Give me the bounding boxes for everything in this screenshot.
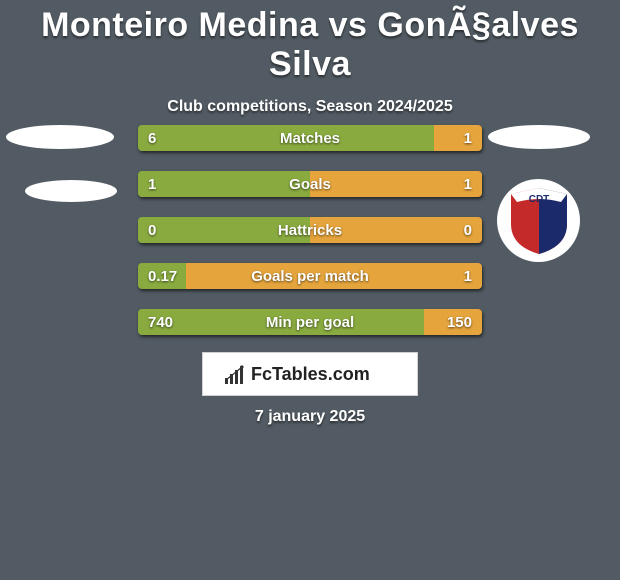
stat-right-value: 0 [464,217,472,243]
stat-right-seg [186,263,482,289]
stat-row: Goals11 [138,171,482,197]
club-crest: CDT [497,179,580,262]
stat-right-value: 1 [464,171,472,197]
fctables-logo: FcTables.com [225,360,395,388]
stat-left-seg [138,171,310,197]
stat-right-seg [434,125,482,151]
stat-right-value: 150 [447,309,472,335]
stat-left-seg [138,217,310,243]
svg-text:FcTables.com: FcTables.com [251,364,370,384]
stat-row: Goals per match0.171 [138,263,482,289]
shield-icon: CDT [511,188,567,254]
stat-left-value: 1 [148,171,156,197]
stat-left-value: 0 [148,217,156,243]
brand-box: FcTables.com [202,352,418,396]
stat-row: Matches61 [138,125,482,151]
player-left-badge-2 [25,180,117,202]
subtitle: Club competitions, Season 2024/2025 [0,98,620,116]
stat-left-value: 6 [148,125,156,151]
stat-right-seg [310,171,482,197]
player-left-badge-1 [6,125,114,149]
page-title: Monteiro Medina vs GonÃ§alves Silva [0,0,620,84]
stat-right-seg [310,217,482,243]
player-right-badge-1 [488,125,590,149]
stat-right-value: 1 [464,263,472,289]
stat-row: Min per goal740150 [138,309,482,335]
stat-left-seg [138,309,424,335]
stat-left-value: 740 [148,309,173,335]
date-label: 7 january 2025 [0,408,620,426]
stat-left-value: 0.17 [148,263,177,289]
comparison-bars: Matches61Goals11Hattricks00Goals per mat… [138,125,482,355]
stat-row: Hattricks00 [138,217,482,243]
stat-left-seg [138,125,434,151]
stat-right-value: 1 [464,125,472,151]
svg-text:CDT: CDT [528,194,549,205]
